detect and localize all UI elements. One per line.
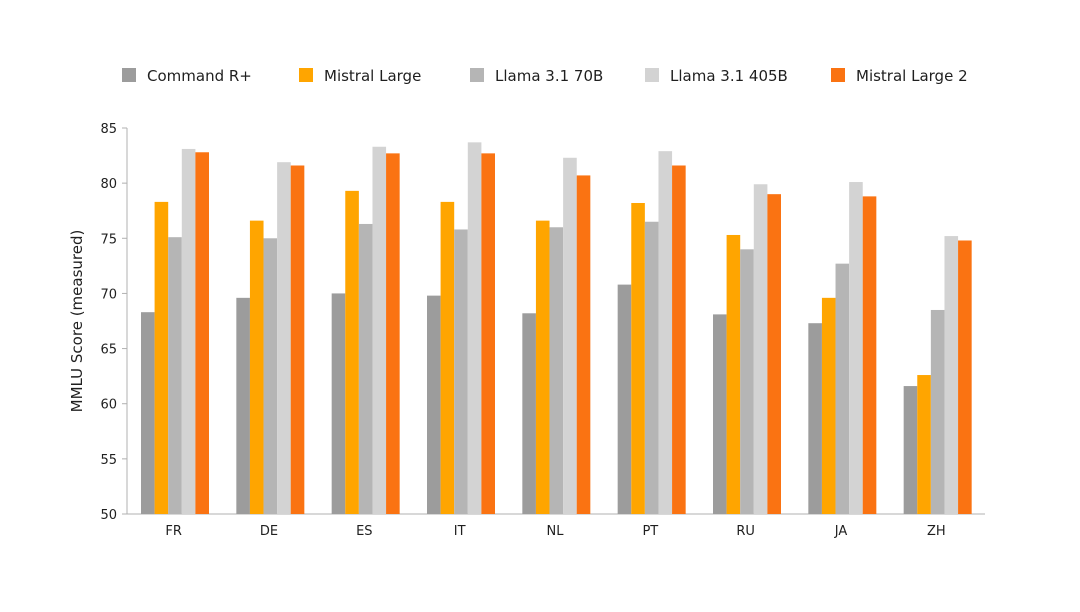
- bar: [672, 165, 686, 515]
- x-tick-label: IT: [454, 524, 466, 539]
- bar: [917, 375, 931, 514]
- y-tick-label: 70: [100, 287, 117, 302]
- bar: [713, 314, 727, 514]
- bar: [944, 236, 959, 514]
- legend-item: Command R+: [122, 67, 252, 85]
- legend-label: Mistral Large: [324, 67, 421, 85]
- bar: [740, 249, 754, 515]
- bar: [290, 165, 305, 515]
- x-tick-label: NL: [547, 524, 565, 539]
- bar: [821, 297, 836, 514]
- bar-group-de: [236, 162, 305, 515]
- x-tick-label: ZH: [927, 524, 946, 539]
- bar: [563, 157, 577, 514]
- bar-group-nl: [522, 157, 591, 514]
- legend-label: Llama 3.1 70B: [495, 67, 603, 85]
- bar: [658, 151, 673, 514]
- bar: [154, 201, 169, 515]
- legend-item: Mistral Large: [299, 67, 421, 85]
- bar: [181, 148, 196, 514]
- y-axis: 50 55 60 65 70 75 80 85: [100, 122, 128, 523]
- bar: [263, 238, 278, 515]
- bar: [427, 295, 441, 514]
- legend-swatch: [470, 68, 484, 82]
- x-axis: FR DE ES IT NL PT RU JA ZH: [127, 513, 985, 539]
- y-tick-label: 80: [100, 177, 117, 192]
- bar: [903, 386, 918, 514]
- bar-group-it: [427, 142, 495, 515]
- bar-group-ja: [808, 182, 877, 515]
- bar: [236, 297, 250, 514]
- x-tick-label: PT: [642, 524, 658, 539]
- bar: [753, 184, 768, 514]
- bar-group-es: [331, 146, 400, 514]
- bar-group-zh: [903, 236, 972, 514]
- bar: [522, 313, 536, 514]
- y-axis-label: MMLU Score (measured): [68, 230, 86, 413]
- x-tick-label: FR: [165, 524, 182, 539]
- bar: [849, 182, 863, 515]
- bar: [617, 284, 632, 514]
- bar: [808, 323, 822, 514]
- y-tick-label: 65: [100, 343, 117, 358]
- x-tick-label: RU: [736, 524, 755, 539]
- bar: [277, 162, 291, 514]
- bar-group-ru: [713, 184, 781, 515]
- legend-swatch: [299, 68, 313, 82]
- bar: [726, 234, 741, 514]
- bar: [481, 153, 495, 514]
- bar-group-pt: [617, 151, 686, 515]
- bar: [467, 142, 482, 514]
- bar: [930, 309, 945, 514]
- bar: [535, 220, 550, 514]
- bar: [141, 312, 155, 514]
- bar: [862, 196, 877, 514]
- bar: [249, 220, 264, 514]
- legend-label: Command R+: [147, 67, 252, 85]
- y-tick-label: 75: [100, 232, 117, 247]
- bar: [331, 293, 346, 514]
- y-tick-label: 50: [100, 508, 117, 523]
- legend-label: Llama 3.1 405B: [670, 67, 788, 85]
- bars: [141, 142, 972, 515]
- x-tick-label: JA: [834, 524, 848, 539]
- bar: [372, 146, 387, 514]
- bar: [168, 237, 182, 514]
- bar: [454, 229, 468, 514]
- y-tick-label: 85: [100, 122, 117, 137]
- bar: [644, 221, 659, 514]
- legend-swatch: [831, 68, 845, 82]
- bar: [549, 227, 564, 514]
- y-tick-label: 60: [100, 398, 117, 413]
- bar: [195, 152, 209, 514]
- bar: [576, 175, 591, 514]
- bar: [835, 263, 850, 514]
- bar: [358, 223, 373, 514]
- bar: [386, 153, 400, 514]
- bar: [345, 190, 359, 514]
- bar: [958, 240, 972, 514]
- legend-swatch: [122, 68, 136, 82]
- legend-label: Mistral Large 2: [856, 67, 968, 85]
- legend-item: Mistral Large 2: [831, 67, 968, 85]
- legend-swatch: [645, 68, 659, 82]
- bar-group-fr: [141, 148, 209, 515]
- y-tick-label: 55: [100, 453, 117, 468]
- legend-item: Llama 3.1 405B: [645, 67, 788, 85]
- legend: Command R+ Mistral Large Llama 3.1 70B Llam…: [122, 67, 968, 85]
- x-tick-label: ES: [356, 524, 372, 539]
- legend-item: Llama 3.1 70B: [470, 67, 603, 85]
- x-tick-label: DE: [260, 524, 278, 539]
- bar: [631, 202, 645, 514]
- bar: [440, 201, 455, 515]
- bar: [767, 194, 781, 514]
